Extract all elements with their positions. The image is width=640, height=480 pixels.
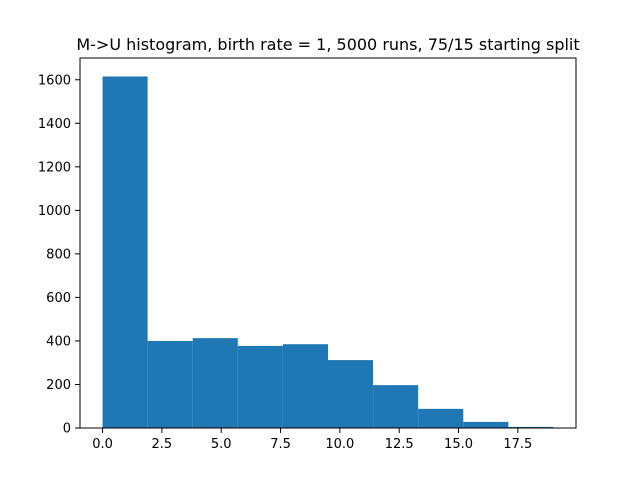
bar-group	[102, 76, 554, 428]
histogram-bar	[147, 340, 193, 428]
y-tick-label: 1000	[38, 204, 71, 219]
y-tick-label: 800	[46, 247, 71, 262]
x-tick-label: 0.0	[92, 437, 113, 452]
plot-frame	[79, 57, 577, 429]
x-tick-label: 2.5	[152, 437, 173, 452]
x-tick-label: 7.5	[270, 437, 291, 452]
y-tick-label: 1600	[38, 73, 71, 88]
y-tick-label: 1400	[38, 117, 71, 132]
histogram-bar	[463, 421, 509, 428]
histogram-bar	[282, 344, 328, 428]
x-tick-label: 5.0	[211, 437, 232, 452]
x-tick-label: 10.0	[325, 437, 354, 452]
chart-title: M->U histogram, birth rate = 1, 5000 run…	[76, 35, 579, 54]
histogram-bar	[508, 426, 554, 428]
x-tick-label: 17.5	[503, 437, 532, 452]
histogram-bar	[328, 360, 374, 428]
x-tick-label: 12.5	[385, 437, 414, 452]
histogram-bar	[237, 345, 283, 428]
y-tick-label: 400	[46, 334, 71, 349]
x-tick-label: 15.0	[444, 437, 473, 452]
y-tick-label: 600	[46, 291, 71, 306]
y-tick-label: 1200	[38, 160, 71, 175]
y-tick-label: 0	[63, 422, 71, 437]
histogram-bar	[418, 408, 464, 428]
y-tick-label: 200	[46, 378, 71, 393]
y-axis: 0 200 400 600 800 1000 1200 1400 1600	[38, 73, 80, 437]
histogram-bar	[192, 338, 238, 428]
histogram-bar	[373, 385, 419, 428]
histogram-bar	[102, 76, 148, 428]
x-axis: 0.0 2.5 5.0 7.5 10.0 12.5 15.0 17.5	[92, 428, 532, 452]
